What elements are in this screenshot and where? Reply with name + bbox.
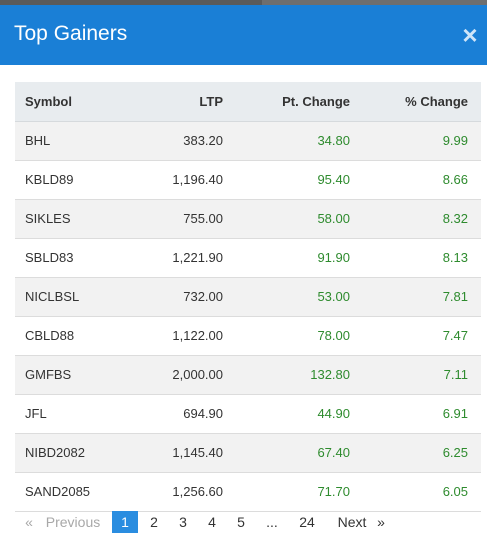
page-link-5[interactable]: 5: [237, 514, 245, 530]
cell-pct-change: 6.25: [350, 433, 481, 473]
cell-pct-change: 7.81: [350, 277, 481, 317]
table-row[interactable]: NIBD2082 1,145.40 67.40 6.25: [15, 433, 481, 473]
next-page-link[interactable]: Next: [337, 514, 367, 530]
cell-ltp: 755.00: [125, 199, 223, 239]
cell-pct-change: 6.91: [350, 394, 481, 434]
cell-pct-change: 8.32: [350, 199, 481, 239]
cell-pt-change: 58.00: [223, 199, 350, 239]
table-row[interactable]: SAND2085 1,256.60 71.70 6.05: [15, 472, 481, 512]
cell-pt-change: 67.40: [223, 433, 350, 473]
column-header-ltp[interactable]: LTP: [125, 82, 223, 122]
cell-symbol: NICLBSL: [15, 277, 125, 317]
close-icon[interactable]: ×: [462, 20, 478, 50]
cell-pct-change: 6.05: [350, 472, 481, 512]
cell-symbol: CBLD88: [15, 316, 125, 356]
column-header-pct-change[interactable]: % Change: [350, 82, 481, 122]
page-link-4[interactable]: 4: [208, 514, 216, 530]
table-row[interactable]: CBLD88 1,122.00 78.00 7.47: [15, 316, 481, 356]
table-row[interactable]: SBLD83 1,221.90 91.90 8.13: [15, 238, 481, 278]
cell-pt-change: 91.90: [223, 238, 350, 278]
cell-pt-change: 95.40: [223, 160, 350, 200]
cell-symbol: SIKLES: [15, 199, 125, 239]
previous-page-link[interactable]: Previous: [45, 514, 101, 530]
cell-pt-change: 71.70: [223, 472, 350, 512]
column-header-pt-change[interactable]: Pt. Change: [223, 82, 350, 122]
table-row[interactable]: GMFBS 2,000.00 132.80 7.11: [15, 355, 481, 395]
cell-ltp: 1,196.40: [125, 160, 223, 200]
page-link-3[interactable]: 3: [179, 514, 187, 530]
cell-pt-change: 44.90: [223, 394, 350, 434]
gainers-table: Symbol LTP Pt. Change % Change BHL 383.20…: [15, 82, 481, 512]
top-strip-segment: [262, 0, 487, 5]
dialog-header: Top Gainers ×: [0, 5, 487, 65]
cell-pct-change: 8.13: [350, 238, 481, 278]
cell-ltp: 1,221.90: [125, 238, 223, 278]
cell-pct-change: 7.11: [350, 355, 481, 395]
next-arrow-icon[interactable]: »: [377, 514, 385, 530]
cell-symbol: NIBD2082: [15, 433, 125, 473]
table-row[interactable]: NICLBSL 732.00 53.00 7.81: [15, 277, 481, 317]
dialog-title: Top Gainers: [14, 22, 128, 45]
page-link-24[interactable]: 24: [299, 514, 315, 530]
cell-ltp: 2,000.00: [125, 355, 223, 395]
table-header: Symbol LTP Pt. Change % Change: [15, 82, 481, 122]
cell-pct-change: 7.47: [350, 316, 481, 356]
gainers-table-container: Symbol LTP Pt. Change % Change BHL 383.20…: [15, 82, 481, 512]
cell-ltp: 1,145.40: [125, 433, 223, 473]
pagination-ellipsis: ...: [266, 514, 278, 530]
table-row[interactable]: KBLD89 1,196.40 95.40 8.66: [15, 160, 481, 200]
cell-symbol: GMFBS: [15, 355, 125, 395]
cell-pt-change: 132.80: [223, 355, 350, 395]
prev-arrow-icon: «: [25, 514, 33, 530]
cell-pt-change: 53.00: [223, 277, 350, 317]
cell-symbol: SAND2085: [15, 472, 125, 512]
cell-symbol: BHL: [15, 121, 125, 161]
cell-ltp: 694.90: [125, 394, 223, 434]
cell-pt-change: 34.80: [223, 121, 350, 161]
column-header-symbol[interactable]: Symbol: [15, 82, 125, 122]
cell-pct-change: 9.99: [350, 121, 481, 161]
table-body: BHL 383.20 34.80 9.99 KBLD89 1,196.40 95.40 8.6…: [15, 121, 481, 512]
cell-ltp: 1,122.00: [125, 316, 223, 356]
cell-pct-change: 8.66: [350, 160, 481, 200]
table-row[interactable]: BHL 383.20 34.80 9.99: [15, 121, 481, 161]
cell-ltp: 732.00: [125, 277, 223, 317]
cell-ltp: 1,256.60: [125, 472, 223, 512]
cell-symbol: KBLD89: [15, 160, 125, 200]
cell-symbol: SBLD83: [15, 238, 125, 278]
cell-ltp: 383.20: [125, 121, 223, 161]
page-link-1[interactable]: 1: [112, 511, 138, 533]
pagination: « Previous 1 2 3 4 5 ... 24 Next »: [15, 510, 481, 534]
cell-pt-change: 78.00: [223, 316, 350, 356]
cell-symbol: JFL: [15, 394, 125, 434]
table-header-row: Symbol LTP Pt. Change % Change: [15, 82, 481, 122]
page-link-2[interactable]: 2: [150, 514, 158, 530]
top-strip: [0, 0, 487, 5]
table-row[interactable]: SIKLES 755.00 58.00 8.32: [15, 199, 481, 239]
table-row[interactable]: JFL 694.90 44.90 6.91: [15, 394, 481, 434]
